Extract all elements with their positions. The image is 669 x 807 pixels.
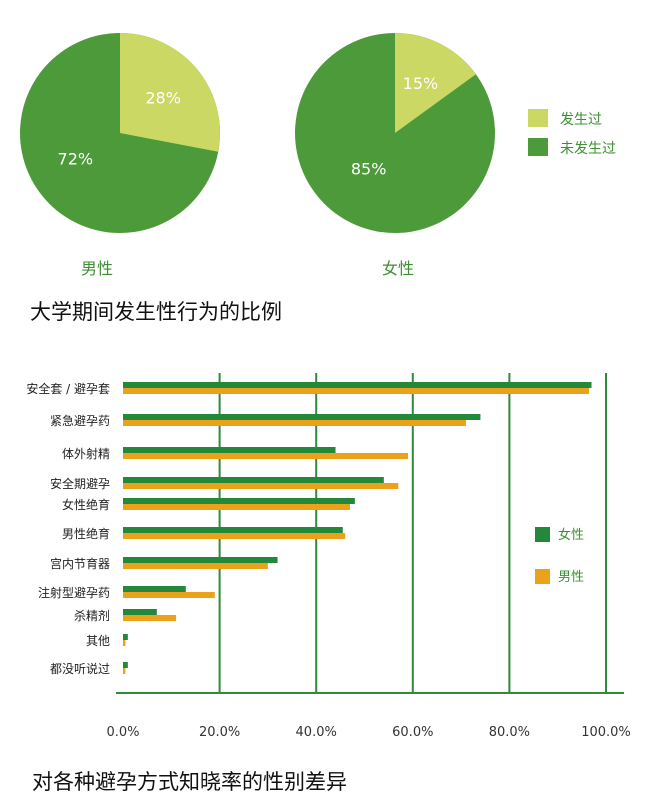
bar-female — [123, 527, 343, 533]
category-label: 女性绝育 — [62, 497, 110, 512]
category-label: 注射型避孕药 — [38, 585, 110, 600]
bar-female — [123, 477, 384, 483]
pie-female-label-no: 85% — [351, 160, 387, 179]
x-tick-label: 20.0% — [199, 725, 240, 740]
bar-female — [123, 662, 128, 668]
bar-male — [123, 420, 466, 426]
x-tick-label: 80.0% — [489, 725, 530, 740]
x-tick-label: 100.0% — [581, 725, 631, 740]
legend-swatch-no — [528, 138, 548, 156]
bar-category-labels: 安全套 / 避孕套紧急避孕药体外射精安全期避孕女性绝育男性绝育宫内节育器注射型避… — [26, 381, 110, 676]
legend-label-yes: 发生过 — [560, 112, 602, 128]
bar-female — [123, 557, 278, 563]
pie-male: 28% 72% 男性 — [20, 33, 220, 278]
category-label: 安全套 / 避孕套 — [26, 381, 110, 396]
category-label: 男性绝育 — [62, 526, 110, 541]
pie-female-label-yes: 15% — [403, 74, 439, 93]
bar-female — [123, 609, 157, 615]
bar-male — [123, 640, 126, 646]
bar-male — [123, 388, 590, 394]
bar-female — [123, 498, 355, 504]
bar-female — [123, 414, 481, 420]
pie-charts: 28% 72% 男性 15% 85% 女性 发生过 未发生过 — [20, 33, 616, 278]
pie-female-slice-yes — [395, 33, 476, 133]
pie-legend: 发生过 未发生过 — [528, 109, 616, 157]
pie-female: 15% 85% 女性 — [295, 33, 495, 278]
bar-caption: 对各种避孕方式知晓率的性别差异 — [32, 770, 347, 794]
pie-male-label-yes: 28% — [145, 88, 181, 107]
pie-caption: 大学期间发生性行为的比例 — [30, 300, 282, 324]
category-label: 杀精剂 — [74, 608, 110, 623]
category-label: 都没听说过 — [50, 661, 110, 676]
bar-female — [123, 634, 128, 640]
pie-male-label-no: 72% — [58, 149, 94, 168]
bar-female — [123, 447, 336, 453]
bar-male — [123, 533, 346, 539]
bar-male — [123, 504, 351, 510]
pie-female-title: 女性 — [382, 259, 414, 278]
bar-marks — [123, 382, 592, 674]
bar-male — [123, 668, 126, 674]
category-label: 体外射精 — [62, 446, 110, 461]
bar-male — [123, 483, 399, 489]
bar-male — [123, 453, 408, 459]
legend-swatch-female — [535, 527, 550, 542]
bar-male — [123, 592, 215, 598]
legend-label-female: 女性 — [558, 527, 584, 543]
x-tick-label: 60.0% — [392, 725, 433, 740]
legend-label-male: 男性 — [558, 570, 584, 585]
x-tick-label: 0.0% — [106, 725, 139, 740]
bar-chart: 安全套 / 避孕套紧急避孕药体外射精安全期避孕女性绝育男性绝育宫内节育器注射型避… — [26, 373, 631, 740]
pie-male-slice-yes — [120, 33, 220, 152]
category-label: 安全期避孕 — [50, 476, 110, 491]
x-tick-label: 40.0% — [296, 725, 337, 740]
legend-swatch-male — [535, 569, 550, 584]
category-label: 其他 — [86, 634, 110, 648]
pie-male-title: 男性 — [81, 259, 113, 278]
bar-male — [123, 615, 177, 621]
bar-female — [123, 382, 592, 388]
bar-x-ticks: 0.0% 20.0% 40.0% 60.0% 80.0% 100.0% — [106, 725, 630, 740]
legend-swatch-yes — [528, 109, 548, 127]
bar-male — [123, 563, 268, 569]
legend-label-no: 未发生过 — [560, 141, 616, 157]
bar-legend: 女性 男性 — [535, 527, 584, 585]
category-label: 紧急避孕药 — [50, 413, 110, 428]
category-label: 宫内节育器 — [50, 556, 110, 571]
bar-female — [123, 586, 186, 592]
